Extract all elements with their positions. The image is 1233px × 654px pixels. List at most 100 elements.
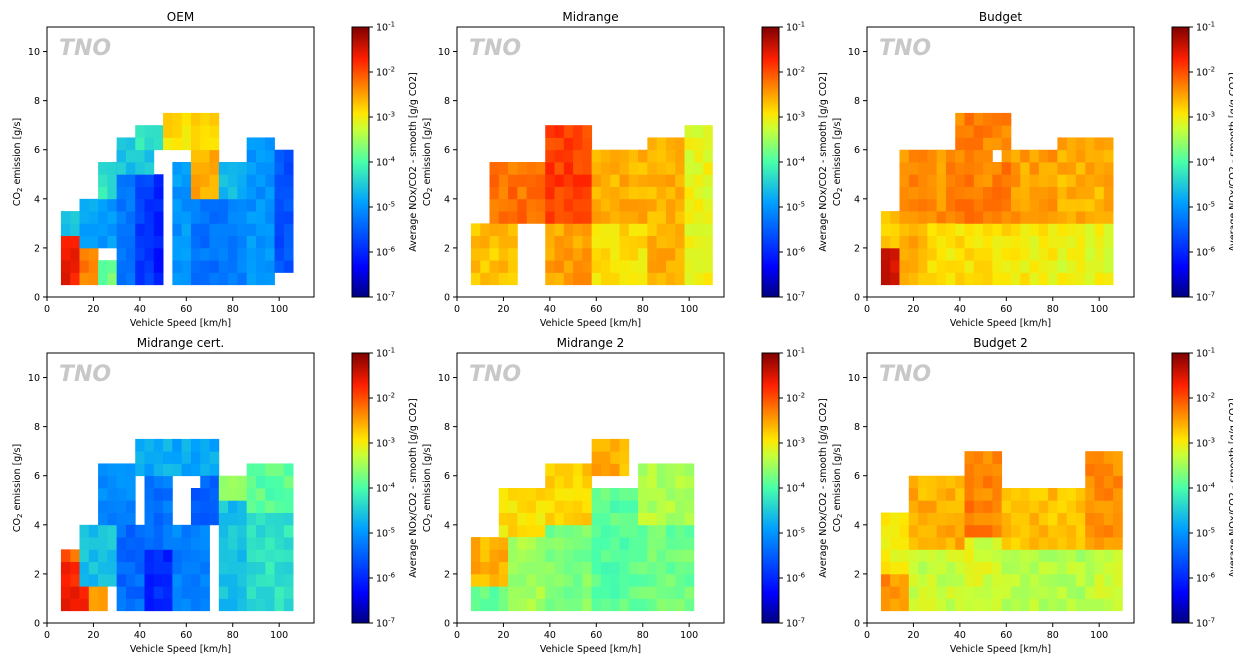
heatmap-cell bbox=[508, 500, 518, 513]
heatmap-cell bbox=[945, 247, 956, 261]
heatmap-cell bbox=[1113, 488, 1123, 501]
heatmap-cell bbox=[508, 549, 518, 563]
heatmap-cell bbox=[237, 260, 248, 273]
heatmap-cell bbox=[1038, 149, 1049, 163]
heatmap-cell bbox=[526, 162, 537, 175]
colorbar-label: Average NOx/CO2 - smooth [g/g CO2] bbox=[408, 398, 419, 578]
heatmap-cell bbox=[890, 260, 900, 273]
colorbar-tick-label: 10-2 bbox=[786, 392, 805, 405]
heatmap-cell bbox=[955, 561, 965, 575]
heatmap-cell bbox=[255, 162, 266, 175]
heatmap-cell bbox=[638, 186, 648, 200]
heatmap-cell bbox=[647, 573, 658, 587]
heatmap-cell bbox=[172, 174, 183, 187]
heatmap-cell bbox=[98, 235, 108, 249]
heatmap-cell bbox=[218, 174, 229, 187]
heatmap-cell bbox=[116, 260, 127, 273]
heatmap-cell bbox=[1010, 149, 1021, 163]
heatmap-cell bbox=[274, 488, 285, 501]
colorbar-tick-label: 10-4 bbox=[376, 482, 396, 495]
heatmap-cell bbox=[265, 162, 275, 175]
heatmap-cell bbox=[638, 211, 648, 224]
heatmap-cell bbox=[144, 438, 155, 452]
heatmap-cell bbox=[1029, 524, 1040, 538]
colorbar-tick-label: 10-5 bbox=[786, 527, 805, 540]
heatmap-cell bbox=[255, 488, 266, 501]
heatmap-cell bbox=[190, 162, 201, 175]
heatmap-cell bbox=[98, 223, 108, 237]
heatmap-cell bbox=[1094, 260, 1105, 273]
x-tick-label: 0 bbox=[44, 304, 50, 315]
heatmap-cell bbox=[992, 137, 1003, 151]
heatmap-cell bbox=[508, 488, 518, 501]
heatmap-cell bbox=[591, 500, 602, 513]
heatmap-cell bbox=[619, 438, 630, 452]
heatmap-cell bbox=[181, 174, 192, 187]
heatmap-cell bbox=[1085, 573, 1095, 587]
heatmap-cell bbox=[1066, 137, 1077, 151]
heatmap-cell bbox=[992, 586, 1003, 599]
heatmap-cell bbox=[181, 549, 192, 563]
heatmap-cell bbox=[1029, 247, 1040, 261]
heatmap-cell bbox=[1048, 512, 1058, 526]
heatmap-cell bbox=[983, 272, 993, 286]
heatmap-cell bbox=[918, 475, 928, 489]
heatmap-cell bbox=[1010, 488, 1021, 501]
heatmap-cell bbox=[218, 272, 229, 286]
heatmap-cell bbox=[563, 475, 574, 489]
y-tick-label: 4 bbox=[34, 194, 40, 205]
heatmap-cell bbox=[480, 537, 490, 550]
heatmap-cell bbox=[480, 561, 490, 575]
heatmap-cell bbox=[209, 211, 220, 224]
heatmap-cell bbox=[563, 211, 574, 224]
heatmap-cell bbox=[1001, 260, 1012, 273]
heatmap-cell bbox=[1038, 174, 1049, 187]
heatmap-cell bbox=[1001, 235, 1012, 249]
heatmap-cell bbox=[1057, 573, 1068, 587]
heatmap-cell bbox=[880, 561, 891, 575]
heatmap-cell bbox=[498, 524, 509, 538]
colorbar-tick-label: 10-1 bbox=[1196, 21, 1215, 34]
heatmap-cell bbox=[554, 512, 565, 526]
heatmap-cell bbox=[1057, 223, 1068, 237]
heatmap-cell bbox=[563, 137, 574, 151]
heatmap-cell bbox=[107, 235, 118, 249]
tno-watermark: TNO bbox=[879, 36, 931, 61]
heatmap-cell bbox=[628, 272, 639, 286]
heatmap-cell bbox=[693, 235, 704, 249]
heatmap-cell bbox=[973, 247, 984, 261]
y-tick-label: 2 bbox=[854, 569, 860, 580]
heatmap-cell bbox=[983, 586, 993, 599]
heatmap-cell bbox=[218, 549, 229, 563]
y-tick-label: 8 bbox=[444, 422, 450, 433]
y-tick-label: 8 bbox=[854, 96, 860, 107]
heatmap-cell bbox=[955, 488, 965, 501]
heatmap-cell bbox=[1020, 272, 1030, 286]
heatmap-cell bbox=[591, 573, 602, 587]
heatmap-cell bbox=[172, 211, 183, 224]
heatmap-cell bbox=[153, 537, 164, 550]
heatmap-cell bbox=[1103, 272, 1114, 286]
heatmap-cell bbox=[554, 272, 565, 286]
heatmap-cell bbox=[600, 198, 611, 212]
heatmap-cell bbox=[190, 137, 201, 151]
heatmap-cell bbox=[582, 186, 593, 200]
heatmap-cell bbox=[135, 211, 145, 224]
heatmap-cell bbox=[573, 463, 583, 477]
heatmap-cell bbox=[107, 463, 118, 477]
heatmap-cell bbox=[79, 573, 90, 587]
heatmap-cell bbox=[1029, 272, 1040, 286]
heatmap-cell bbox=[218, 524, 229, 538]
heatmap-cell bbox=[573, 223, 583, 237]
heatmap-cell bbox=[675, 260, 685, 273]
heatmap-cell bbox=[1075, 586, 1086, 599]
heatmap-cell bbox=[899, 561, 910, 575]
heatmap-cell bbox=[274, 162, 285, 175]
heatmap-cell bbox=[265, 537, 275, 550]
heatmap-cell bbox=[582, 549, 593, 563]
y-axis-label: CO2 emission [g/s] bbox=[832, 118, 844, 206]
heatmap-cell bbox=[237, 272, 248, 286]
heatmap-cell bbox=[1029, 537, 1040, 550]
heatmap-cell bbox=[1038, 549, 1049, 563]
